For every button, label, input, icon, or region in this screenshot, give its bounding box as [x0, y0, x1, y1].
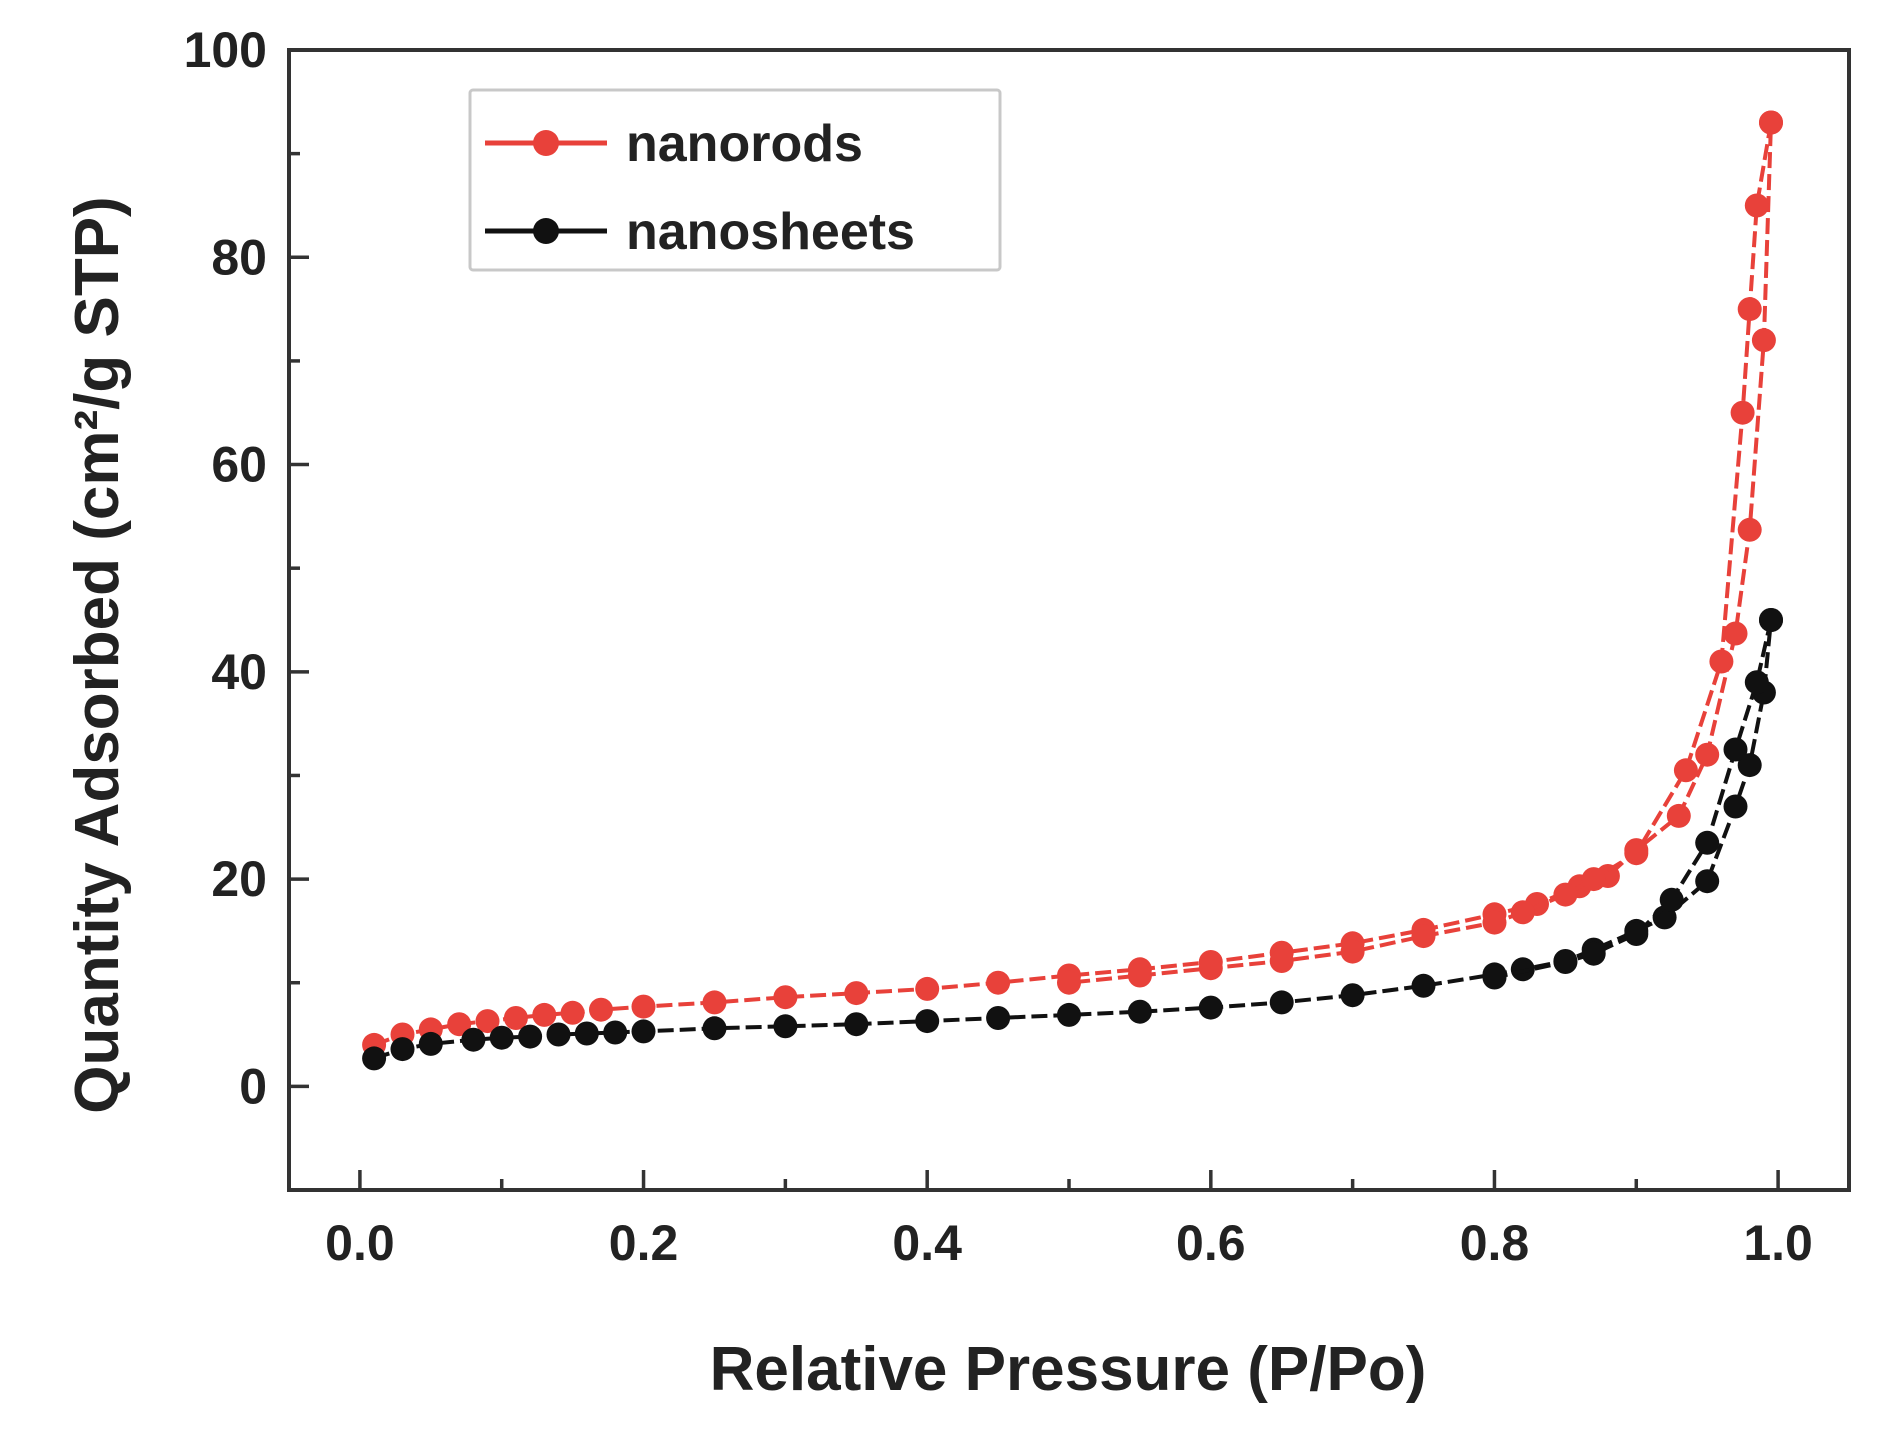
x-axis-title: Relative Pressure (P/Po): [710, 1335, 1427, 1404]
nanorods-desorption-point: [1730, 400, 1755, 425]
axis-ticks: [289, 48, 1780, 1190]
nanosheets-adsorption-point: [915, 1009, 940, 1034]
nanosheets-adsorption-point: [418, 1031, 443, 1056]
nanosheets-desorption-point: [1482, 965, 1507, 990]
nanosheets-desorption-point: [1723, 737, 1748, 762]
nanorods-adsorption-point: [589, 997, 613, 1022]
nanorods-adsorption-point: [447, 1012, 472, 1037]
nanosheets-adsorption-point: [1411, 973, 1436, 998]
nanosheets-adsorption-point: [518, 1024, 543, 1049]
series-nanorods: [362, 110, 1783, 1057]
nanosheets-adsorption-point: [362, 1046, 387, 1071]
legend-label-nanorods: nanorods: [626, 115, 863, 173]
nanosheets-adsorption-point: [773, 1014, 798, 1039]
nanosheets-adsorption-point: [1695, 869, 1720, 894]
nanorods-adsorption-point: [1751, 328, 1776, 353]
y-axis-title: Quantity Adsorbed (cm²/g STP): [63, 196, 132, 1113]
y-tick-labels: 0 20 40 60 80 100: [184, 22, 267, 1114]
nanorods-adsorption-point: [532, 1002, 557, 1027]
nanorods-desorption-point: [1127, 963, 1152, 988]
nanosheets-adsorption-point: [1198, 995, 1223, 1020]
nanorods-desorption-point: [1057, 970, 1081, 995]
y-tick-label: 40: [211, 644, 267, 700]
nanorods-adsorption-point: [773, 985, 798, 1010]
x-tick-label: 0.8: [1460, 1215, 1530, 1271]
series-nanosheets: [362, 608, 1783, 1071]
nanosheets-adsorption-point: [390, 1037, 415, 1062]
x-tick-label: 1.0: [1743, 1215, 1813, 1271]
x-tick-label: 0.6: [1176, 1215, 1246, 1271]
legend-label-nanosheets: nanosheets: [626, 203, 915, 261]
nanosheets-adsorption-point: [702, 1016, 727, 1041]
nanorods-adsorption-point: [475, 1009, 500, 1034]
nanosheets-adsorption-point: [1127, 999, 1152, 1024]
y-tick-label: 80: [211, 229, 267, 285]
nanorods-desorption-point: [1624, 841, 1649, 866]
nanorods-adsorption-point: [560, 1000, 585, 1025]
nanorods-desorption-point: [1737, 297, 1762, 322]
nanosheets-adsorption-point: [489, 1025, 514, 1050]
legend-box: [468, 88, 1002, 272]
nanorods-adsorption-point: [915, 976, 940, 1001]
y-tick-label: 20: [211, 851, 267, 907]
nanosheets-desorption-point: [1659, 887, 1684, 912]
nanorods-adsorption-point: [1723, 621, 1748, 646]
nanosheets-desorption-point: [1695, 830, 1720, 855]
nanorods-adsorption-point: [1666, 803, 1691, 828]
nanorods-adsorption-point: [631, 994, 656, 1019]
nanosheets-adsorption-point: [574, 1021, 599, 1046]
nanosheets-desorption-point: [1624, 922, 1649, 946]
legend-marker-nanosheets: [533, 218, 559, 244]
nanorods-desorption-point: [1482, 910, 1507, 935]
nanosheets-adsorption-point: [1057, 1002, 1081, 1027]
series-layer: [362, 110, 1783, 1071]
nanorods-adsorption-point: [986, 970, 1011, 995]
legend: nanorods nanosheets: [468, 88, 1002, 272]
nanosheets-adsorption-point: [631, 1019, 656, 1044]
nanorods-adsorption-point: [844, 981, 869, 1006]
nanorods-desorption-line: [1068, 122, 1773, 985]
nanosheets-desorption-point: [1744, 670, 1769, 695]
nanosheets-adsorption-point: [603, 1020, 628, 1045]
nanosheets-adsorption-point: [986, 1006, 1011, 1030]
x-tick-label: 0.0: [325, 1215, 395, 1271]
nanorods-desorption-point: [1553, 882, 1578, 907]
nanosheets-adsorption-point: [1737, 753, 1762, 778]
y-tick-label: 0: [239, 1058, 267, 1114]
nanosheets-adsorption-point: [1340, 983, 1365, 1008]
nanorods-desorption-point: [1673, 758, 1698, 783]
nanorods-desorption-point: [1759, 110, 1783, 135]
x-tick-label: 0.4: [892, 1215, 962, 1271]
nanosheets-desorption-point: [1553, 950, 1578, 974]
nanosheets-adsorption-point: [461, 1027, 486, 1052]
nanosheets-adsorption-point: [1723, 794, 1748, 819]
nanorods-desorption-point: [1411, 924, 1436, 949]
nanosheets-adsorption-point: [1269, 990, 1294, 1015]
y-tick-label: 100: [184, 22, 267, 78]
y-tick-label: 60: [211, 437, 267, 493]
x-tick-label: 0.2: [609, 1215, 679, 1271]
nanosheets-desorption-point: [1581, 941, 1606, 966]
nanorods-adsorption-point: [503, 1006, 528, 1030]
nanorods-desorption-point: [1269, 949, 1294, 973]
nanorods-adsorption-point: [1695, 742, 1720, 767]
nanorods-desorption-point: [1340, 939, 1365, 964]
nanorods-desorption-point: [1744, 193, 1769, 218]
legend-marker-nanorods: [533, 130, 559, 156]
nanorods-desorption-point: [1709, 649, 1734, 674]
nanorods-adsorption-point: [702, 990, 727, 1015]
nanorods-adsorption-point: [1737, 517, 1762, 542]
nanorods-desorption-point: [1510, 900, 1535, 925]
nanosheets-desorption-point: [1759, 608, 1783, 632]
nanosheets-adsorption-point: [546, 1022, 571, 1047]
nanorods-desorption-point: [1581, 867, 1606, 892]
nanosheets-adsorption-point: [844, 1012, 869, 1037]
x-tick-labels: 0.0 0.2 0.4 0.6 0.8 1.0: [325, 1215, 1813, 1271]
nanorods-desorption-point: [1198, 956, 1223, 981]
